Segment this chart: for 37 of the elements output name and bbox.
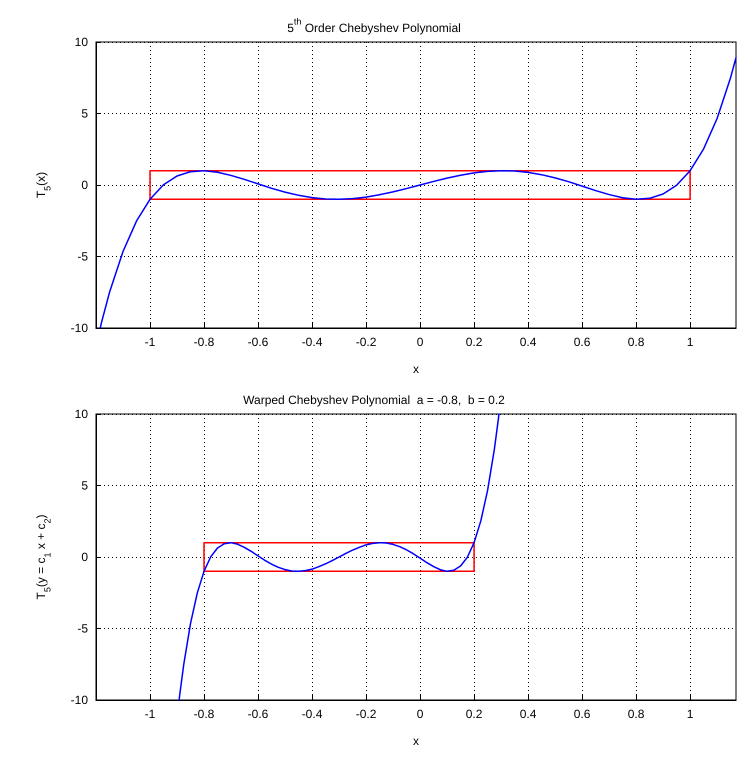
- x-axis-title: x: [413, 362, 419, 376]
- x-tick-label: -1: [144, 707, 156, 721]
- y-tick-label: 10: [74, 35, 88, 49]
- x-tick-label: -0.4: [302, 707, 323, 721]
- x-tick-label: 0.6: [574, 335, 591, 349]
- y-tick-label: -5: [77, 250, 88, 264]
- x-tick-label: 0.8: [628, 335, 645, 349]
- x-tick-label: -0.2: [356, 335, 377, 349]
- x-tick-label: 0.2: [466, 335, 483, 349]
- x-tick-label: -0.4: [302, 335, 323, 349]
- x-axis-title: x: [413, 734, 419, 748]
- y-tick-label: 5: [81, 106, 88, 120]
- x-tick-label: -1: [144, 335, 156, 349]
- y-tick-label: -10: [70, 693, 88, 707]
- x-tick-label: 1: [686, 335, 694, 349]
- y-tick-label: 10: [74, 407, 88, 421]
- y-tick-label: 5: [81, 478, 88, 492]
- x-tick-label: 0.6: [574, 707, 591, 721]
- x-tick-label: 0.8: [628, 707, 645, 721]
- x-tick-label: -0.6: [248, 707, 269, 721]
- y-axis-title: T5(x): [34, 172, 52, 198]
- y-tick-label: -10: [70, 321, 88, 335]
- x-tick-label: -0.2: [356, 707, 377, 721]
- x-tick-label: 1: [686, 707, 694, 721]
- x-tick-label: 0.4: [520, 707, 537, 721]
- x-tick-label: -0.8: [194, 707, 215, 721]
- x-tick-label: 0: [416, 707, 424, 721]
- x-tick-label: 0.2: [466, 707, 483, 721]
- x-tick-label: 0: [416, 335, 424, 349]
- y-tick-label: 0: [81, 178, 88, 192]
- x-tick-label: 0.4: [520, 335, 537, 349]
- chart-title: Warped Chebyshev Polynomial a = -0.8, b = 0.2: [243, 393, 506, 407]
- x-tick-label: -0.8: [194, 335, 215, 349]
- y-tick-label: -5: [77, 622, 88, 636]
- y-axis-title: T5(y = c1 x + c2): [34, 514, 52, 600]
- y-tick-label: 0: [81, 550, 88, 564]
- x-tick-label: -0.6: [248, 335, 269, 349]
